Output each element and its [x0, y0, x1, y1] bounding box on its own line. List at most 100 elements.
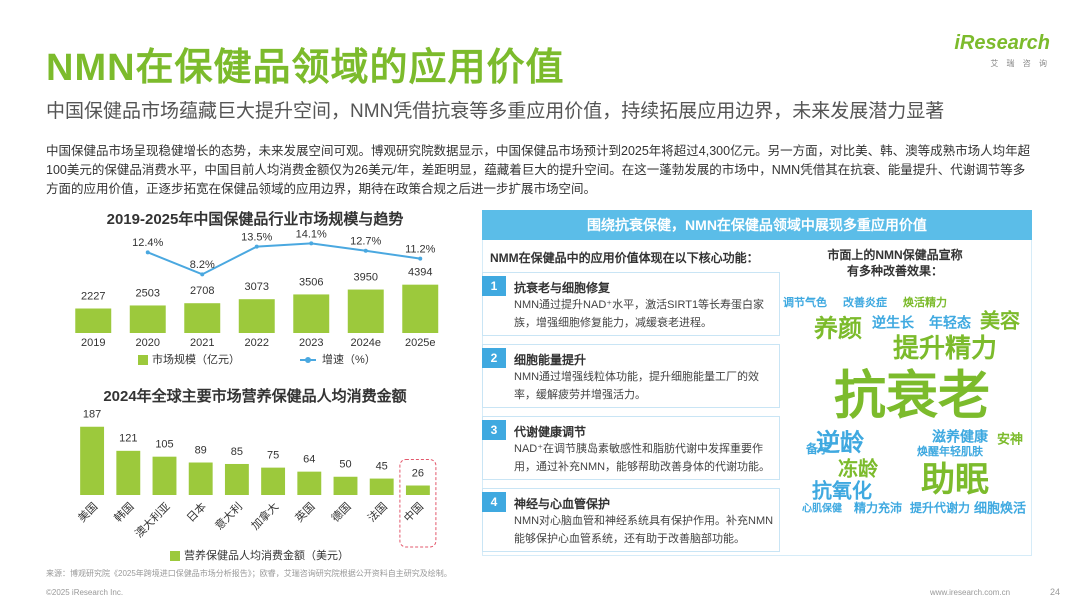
- x-tick-label: 2025e: [405, 337, 436, 349]
- word-cloud-word: 备孕: [805, 441, 830, 456]
- data-label: 50: [339, 459, 351, 471]
- function-title: 抗衰老与细胞修复: [514, 281, 611, 295]
- word-cloud-word: 提升代谢力: [910, 500, 970, 515]
- bar: [224, 463, 249, 495]
- legend-label: 市场规模（亿元）: [152, 352, 240, 366]
- x-tick-label: 法国: [364, 499, 389, 524]
- chart-title: 2024年全球主要市场营养保健品人均消费金额: [103, 387, 406, 405]
- x-tick-label: 美国: [76, 500, 101, 525]
- legend-swatch: [170, 551, 180, 561]
- bar: [347, 289, 384, 333]
- function-title: 代谢健康调节: [514, 425, 587, 439]
- website: www.iresearch.com.cn: [930, 588, 1011, 597]
- function-card: [482, 344, 780, 408]
- bar: [369, 478, 394, 495]
- data-label: 2227: [81, 290, 105, 302]
- slide-title: NMN在保健品领域的应用价值: [46, 47, 565, 89]
- bar: [75, 308, 112, 333]
- function-number: 3: [482, 420, 506, 440]
- bar: [261, 467, 286, 495]
- word-cloud-word: 逆龄: [816, 428, 865, 456]
- x-tick-label: 2024e: [350, 337, 381, 349]
- data-label: 12.7%: [350, 236, 381, 248]
- data-label: 75: [267, 450, 279, 462]
- x-tick-label: 韩国: [111, 499, 136, 524]
- word-cloud-title: 市面上的NMN保健品宣称 有多种改善效果：: [800, 247, 990, 279]
- word-cloud-word: 安神: [997, 431, 1023, 446]
- line-point: [418, 256, 423, 261]
- line-series: [147, 242, 421, 276]
- function-title: 神经与心血管保护: [514, 497, 611, 511]
- x-tick-label: 2020: [136, 337, 160, 349]
- x-tick-label: 中国: [401, 500, 426, 525]
- page-number: 24: [1050, 587, 1061, 597]
- line-point: [254, 244, 259, 249]
- function-text: NMN对心脑血管和神经系统具有保护作用。补充NMN能够保护心血管系统，还有助于改…: [514, 515, 774, 545]
- data-label: 3950: [354, 271, 378, 283]
- logo: iResearch: [954, 32, 1050, 54]
- word-cloud-title-line: 市面上的NMN保健品宣称: [827, 248, 963, 262]
- word-cloud-word: 精力充沛: [854, 500, 902, 515]
- data-label: 89: [195, 444, 207, 456]
- function-text: NMN通过增强线粒体功能，提升细胞能量工厂的效率，缓解疲劳并增强活力。: [514, 371, 760, 401]
- word-cloud-word: 细胞焕活: [974, 500, 1026, 515]
- bar: [129, 305, 166, 333]
- word-cloud-word: 抗氧化: [812, 478, 872, 502]
- functions-title: NMM在保健品中的应用价值体现在以下核心功能：: [490, 251, 759, 265]
- bar: [333, 476, 358, 495]
- logo-subtitle: 艾 瑞 咨 询: [990, 59, 1050, 68]
- word-cloud-word: 焕醒年轻肌肤: [917, 444, 984, 458]
- data-label: 105: [155, 439, 173, 451]
- data-label: 13.5%: [241, 231, 272, 243]
- x-tick-label: 德国: [328, 499, 353, 524]
- bar: [80, 426, 105, 495]
- slide-subtitle: 中国保健品市场蕴藏巨大提升空间，NMN凭借抗衰等多重应用价值，持续拓展应用边界，…: [46, 101, 945, 122]
- highlight-box: [399, 459, 437, 548]
- function-title: 细胞能量提升: [514, 353, 587, 367]
- data-label: 8.2%: [190, 259, 215, 271]
- word-cloud-word: 心肌保健: [802, 502, 842, 515]
- data-label: 45: [376, 460, 388, 472]
- word-cloud-word: 美容: [980, 308, 1020, 332]
- copyright: ©2025 iResearch Inc.: [46, 588, 124, 597]
- intro-paragraph: 中国保健品市场呈现稳健增长的态势，未来发展空间可观。博观研究院数据显示，中国保健…: [46, 144, 1031, 196]
- bar: [152, 456, 177, 495]
- x-tick-label: 意大利: [212, 499, 245, 532]
- bar: [116, 450, 141, 495]
- function-number: 1: [482, 276, 506, 296]
- source-note: 来源：博观研究院《2025年跨境进口保健品市场分析报告》；欧睿，艾瑞咨询研究院根…: [46, 569, 452, 578]
- x-tick-label: 2023: [299, 337, 323, 349]
- word-cloud-title-line: 有多种改善效果：: [846, 264, 943, 278]
- legend-label: 营养保健品人均消费金额（美元）: [184, 548, 349, 562]
- bar: [405, 485, 430, 495]
- bar: [297, 471, 322, 495]
- word-cloud-word: 提升精力: [893, 333, 997, 363]
- x-tick-label: 2019: [81, 337, 105, 349]
- function-card: [482, 416, 780, 480]
- x-tick-label: 日本: [183, 499, 208, 524]
- function-card: [482, 488, 780, 552]
- line-point: [200, 272, 205, 277]
- word-cloud-word: 助眠: [921, 461, 989, 499]
- data-label: 4394: [408, 267, 432, 279]
- word-cloud-word: 养颜: [813, 314, 862, 342]
- line-point: [145, 250, 150, 255]
- bar: [238, 299, 275, 333]
- x-tick-label: 2022: [245, 337, 269, 349]
- data-label: 2503: [136, 287, 160, 299]
- x-tick-label: 澳大利亚: [132, 499, 173, 540]
- word-cloud-word: 逆生长: [872, 315, 915, 331]
- bar: [184, 303, 221, 333]
- legend-swatch: [305, 357, 311, 363]
- word-cloud-word: 抗衰老: [834, 368, 990, 426]
- word-cloud-word: 冻龄: [838, 456, 879, 480]
- data-label: 64: [303, 454, 315, 466]
- x-tick-label: 2021: [190, 337, 214, 349]
- data-label: 11.2%: [405, 244, 436, 256]
- legend-label: 增速（%）: [322, 352, 376, 366]
- data-label: 2708: [190, 285, 214, 297]
- data-label: 85: [231, 446, 243, 458]
- word-cloud-word: 调节气色: [783, 295, 827, 309]
